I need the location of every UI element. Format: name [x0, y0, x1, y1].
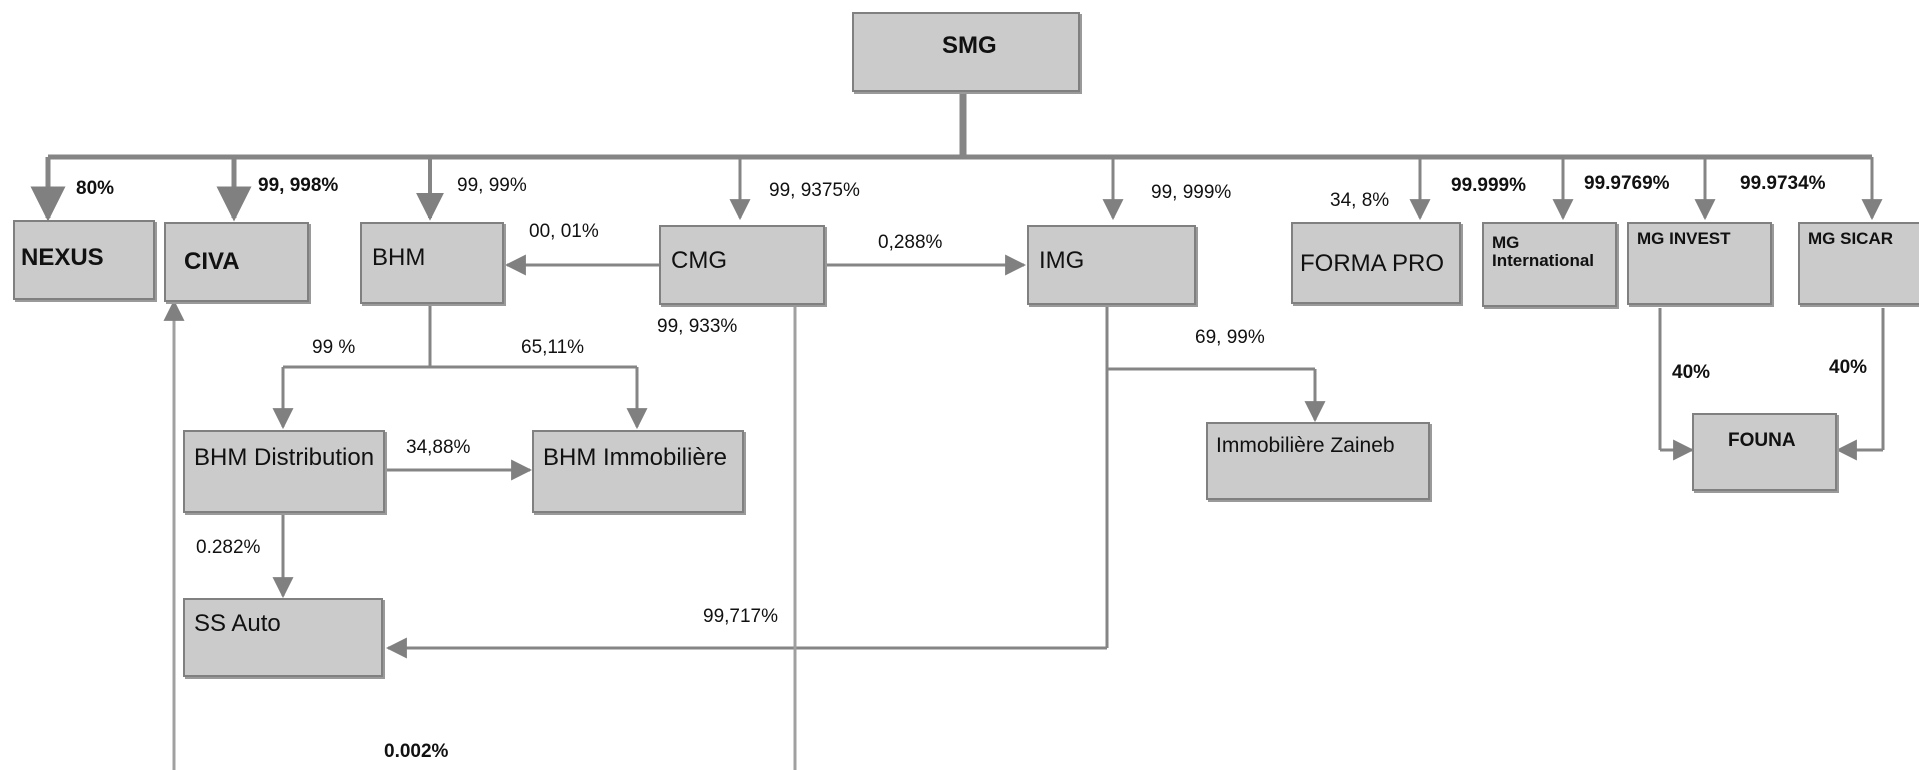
pct-smg-civa: 99, 998% — [258, 175, 339, 196]
node-label: BHM Distribution — [194, 444, 375, 471]
node-label: SS Auto — [194, 610, 281, 637]
node-bhm-distribution: BHM Distribution — [183, 430, 385, 513]
node-mg-sicar: MG SICAR — [1798, 222, 1919, 305]
pct-smg-mg-sicar: 99.9734% — [1740, 173, 1826, 194]
node-label: MG SICAR — [1808, 229, 1893, 248]
node-forma-pro: FORMA PRO — [1291, 222, 1461, 304]
pct-cmg-bhm: 00, 01% — [529, 221, 599, 242]
node-label: IMG — [1039, 247, 1085, 274]
pct-cmg-img: 0,288% — [878, 232, 943, 253]
node-label: FOUNA — [1728, 430, 1796, 451]
node-immobiliere-zaineb: Immobilière Zaineb — [1206, 422, 1430, 500]
pct-img-ss-auto: 99,717% — [703, 606, 779, 627]
node-label: BHM Immobilière — [543, 444, 728, 471]
pct-smg-nexus: 80% — [76, 178, 115, 199]
node-founa: FOUNA — [1692, 413, 1837, 491]
node-mg-international: MG International — [1482, 222, 1617, 307]
node-label: FORMA PRO — [1300, 250, 1445, 277]
node-mg-invest: MG INVEST — [1627, 222, 1772, 305]
node-label: SMG — [942, 32, 997, 59]
node-label: BHM — [372, 244, 426, 271]
pct-bhm-distribution-ss-auto: 0.282% — [196, 537, 261, 558]
pct-mg-invest-founa: 40% — [1672, 362, 1711, 383]
pct-bottom-note: 0.002% — [384, 741, 449, 762]
pct-bhm-bhm-distribution: 99 % — [312, 337, 356, 358]
node-cmg: CMG — [659, 225, 825, 305]
pct-mg-sicar-founa: 40% — [1829, 357, 1868, 378]
pct-bhm-distribution-bhm-immobiliere: 34,88% — [406, 437, 471, 458]
node-ss-auto: SS Auto — [183, 598, 383, 677]
pct-smg-cmg: 99, 9375% — [769, 180, 860, 201]
node-civa: CIVA — [164, 222, 309, 302]
pct-smg-img: 99, 999% — [1151, 182, 1232, 203]
node-label: MG International — [1492, 233, 1595, 270]
pct-bhm-bhm-immobiliere: 65,11% — [521, 337, 585, 358]
node-bhm-immobiliere: BHM Immobilière — [532, 430, 744, 513]
pct-smg-forma-pro: 34, 8% — [1330, 190, 1390, 211]
node-label: CIVA — [184, 248, 240, 275]
node-label: CMG — [671, 247, 727, 274]
node-label: Immobilière Zaineb — [1216, 434, 1395, 457]
node-label: NEXUS — [21, 244, 104, 271]
node-label: MG INVEST — [1637, 229, 1731, 248]
node-bhm: BHM — [360, 222, 504, 304]
pct-smg-mg-invest: 99.9769% — [1584, 173, 1670, 194]
pct-cmg-below: 99, 933% — [657, 316, 738, 337]
node-smg: SMG — [852, 12, 1080, 92]
pct-img-immobiliere-zaineb: 69, 99% — [1195, 327, 1265, 348]
pct-smg-mg-international: 99.999% — [1451, 175, 1527, 196]
node-img: IMG — [1027, 225, 1196, 305]
pct-smg-bhm: 99, 99% — [457, 175, 527, 196]
node-nexus: NEXUS — [13, 220, 155, 300]
